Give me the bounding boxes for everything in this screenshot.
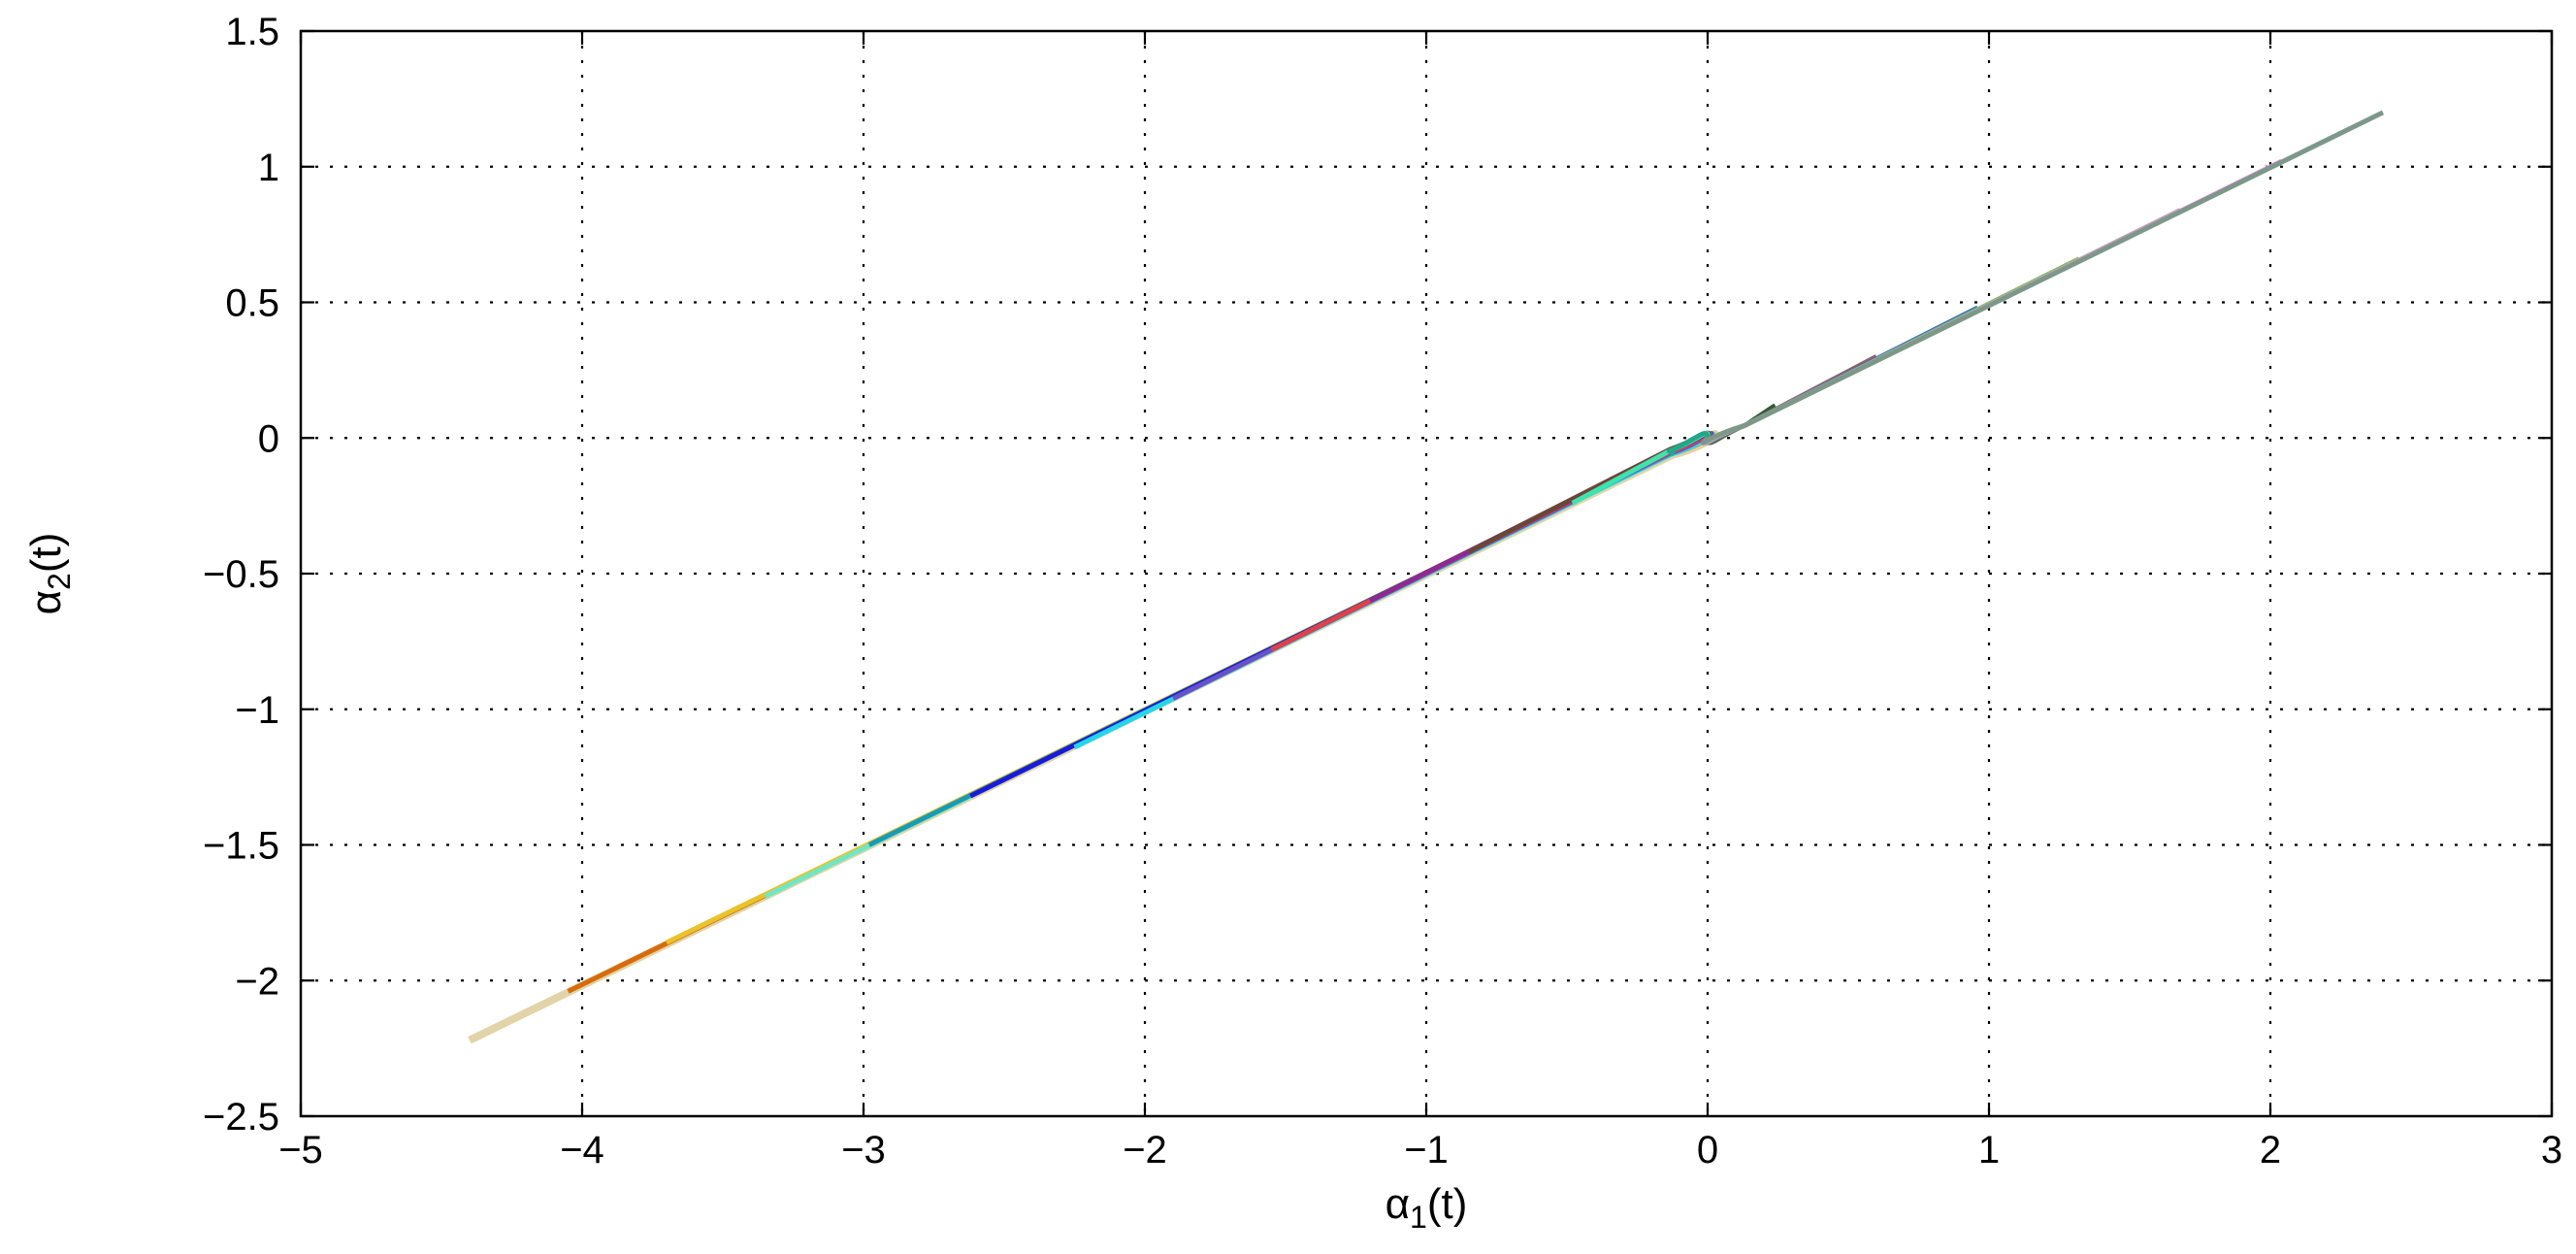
x-tick-label: −3 <box>841 1129 886 1172</box>
y-tick-label: 1 <box>258 147 279 189</box>
x-tick-label: 3 <box>2541 1129 2562 1172</box>
y-axis-label: α2(t) <box>22 533 77 615</box>
x-tick-label: 2 <box>2260 1129 2281 1172</box>
y-tick-label: 1.5 <box>225 11 279 53</box>
y-tick-label: −1 <box>235 689 279 732</box>
grid <box>301 31 2552 1116</box>
y-axis-label-suffix: (t) <box>22 533 70 574</box>
y-tick-label: −2.5 <box>203 1096 279 1138</box>
x-tick-label: 0 <box>1697 1129 1718 1172</box>
y-tick-label: 0.5 <box>225 282 279 325</box>
ticks <box>299 29 2554 1118</box>
y-axis-label-symbol: α <box>22 590 70 614</box>
x-tick-labels: −5 −4 −3 −2 −1 0 1 2 3 <box>278 1129 2562 1172</box>
x-tick-label: −1 <box>1404 1129 1449 1172</box>
x-tick-label: −5 <box>278 1129 323 1172</box>
x-tick-label: −4 <box>560 1129 604 1172</box>
x-axis-label-suffix: (t) <box>1427 1180 1468 1228</box>
series-line <box>1700 110 2385 446</box>
series-line <box>1666 430 1711 457</box>
y-tick-label: −1.5 <box>203 825 279 868</box>
x-axis-label-subscript: 1 <box>1410 1200 1427 1235</box>
x-axis-label-symbol: α <box>1386 1180 1410 1228</box>
x-tick-label: 1 <box>1978 1129 2000 1172</box>
y-tick-label: −0.5 <box>203 553 279 596</box>
y-tick-label: 0 <box>258 417 279 460</box>
y-axis-label-subscript: 2 <box>42 573 77 590</box>
y-tick-label: −2 <box>235 960 279 1003</box>
x-tick-label: −2 <box>1123 1129 1167 1172</box>
x-axis-label: α1(t) <box>1386 1180 1468 1235</box>
series-group <box>468 110 2385 1044</box>
y-tick-labels: −2.5 −2 −1.5 −1 −0.5 0 0.5 1 1.5 <box>203 11 279 1138</box>
